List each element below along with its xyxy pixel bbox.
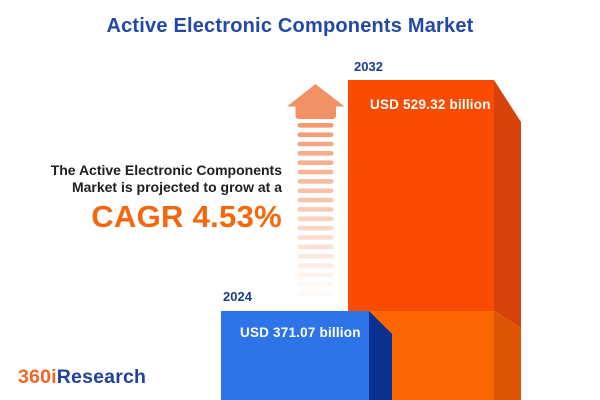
bar-2032-side-top xyxy=(494,80,521,328)
growth-arrow-dashes xyxy=(297,123,334,296)
bar-value-2024: USD 371.07 billion xyxy=(240,325,361,340)
bar-2024-front xyxy=(221,311,369,400)
bar-2024 xyxy=(221,311,392,400)
bar-2032-front-top xyxy=(348,80,494,311)
year-label-2032: 2032 xyxy=(354,59,383,74)
logo-research: Research xyxy=(56,366,147,388)
promo-line-2: Market is projected to grow at a xyxy=(71,178,282,195)
growth-arrow-head xyxy=(287,84,345,119)
growth-arrow-icon xyxy=(287,84,345,296)
year-label-2024: 2024 xyxy=(223,289,252,304)
bar-value-2032: USD 529.32 billion xyxy=(370,97,491,112)
promo-text-block: The Active Electronic Components Market … xyxy=(0,162,282,233)
cagr-value: CAGR 4.53% xyxy=(91,199,282,234)
promo-line-1: The Active Electronic Components xyxy=(50,162,282,178)
chart-title: Active Electronic Components Market xyxy=(106,15,474,37)
logo-360i: 360i xyxy=(18,366,57,388)
brand-logo: 360iResearch xyxy=(18,366,146,389)
bar-2024-side xyxy=(369,311,392,400)
bar-2032-side-bottom xyxy=(494,311,521,400)
